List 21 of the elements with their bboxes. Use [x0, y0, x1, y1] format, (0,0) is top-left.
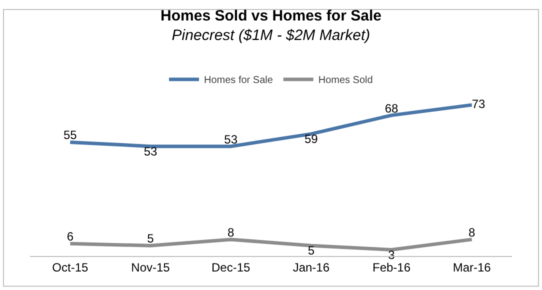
data-label: 73 [472, 96, 486, 111]
data-label: 53 [224, 132, 238, 146]
legend-label: Homes for Sale [204, 75, 274, 86]
x-tick-label: Mar-16 [452, 260, 492, 274]
data-label: 55 [63, 128, 78, 142]
data-label: 59 [304, 132, 318, 146]
chart-title: Homes Sold vs Homes for Sale [160, 7, 382, 24]
x-tick-label: Dec-15 [211, 260, 250, 274]
chart-subtitle: Pinecrest ($1M - $2M Market) [172, 26, 370, 44]
data-label: 53 [144, 144, 158, 158]
x-tick-label: Jan-16 [292, 260, 330, 274]
x-tick-label: Oct-15 [52, 260, 88, 274]
data-label: 8 [468, 225, 476, 240]
data-label: 6 [66, 230, 74, 244]
data-label: 8 [227, 225, 234, 240]
data-label: 5 [147, 232, 154, 246]
data-label: 68 [384, 101, 398, 116]
x-tick-label: Feb-16 [372, 260, 411, 274]
data-label: 5 [308, 244, 315, 258]
legend-label: Homes Sold [318, 75, 373, 86]
x-tick-label: Nov-15 [131, 260, 170, 274]
